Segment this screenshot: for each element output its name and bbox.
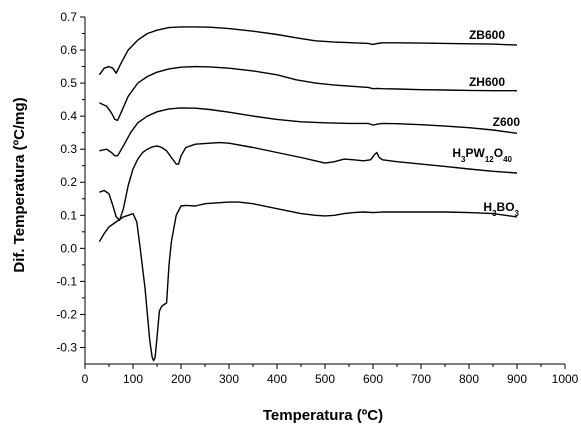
y-tick-label: -0.3 — [56, 340, 77, 354]
series-line-0 — [98, 26, 518, 76]
series-label-0: ZB600 — [469, 28, 505, 42]
series-line-1 — [99, 65, 517, 122]
y-tick-label: 0.7 — [60, 10, 77, 24]
x-tick-label: 400 — [267, 372, 287, 386]
series-line-4 — [98, 201, 518, 362]
y-tick-label: 0.6 — [60, 43, 77, 57]
series-labels: ZB600 ZH600 Z600 H3PW12O40 H3BO3 — [452, 28, 520, 218]
x-tick-label: 0 — [82, 372, 89, 386]
axes: 0 100 200 300 400 500 600 700 800 900 1000 0.7 0.6 0.… — [56, 10, 578, 386]
series-label-2: Z600 — [493, 115, 521, 129]
x-axis-title: Temperatura (ºC) — [263, 407, 383, 424]
x-tick-label: 600 — [363, 372, 383, 386]
x-tick-label: 200 — [171, 372, 191, 386]
series-layer — [98, 26, 518, 362]
y-tick-label: 0.1 — [60, 208, 77, 222]
x-tick-label: 800 — [459, 372, 479, 386]
x-tick-label: 700 — [411, 372, 431, 386]
series-label-3: H3PW12O40 — [452, 146, 512, 164]
y-tick-label: 0.2 — [60, 175, 77, 189]
series-label-4: H3BO3 — [483, 200, 519, 218]
x-tick-label: 300 — [219, 372, 239, 386]
y-tick-label: 0.5 — [60, 76, 77, 90]
y-tick-label: 0.4 — [60, 109, 77, 123]
series-label-1: ZH600 — [469, 75, 505, 89]
y-tick-label: -0.1 — [56, 274, 77, 288]
x-tick-label: 100 — [123, 372, 143, 386]
y-axis-title: Dif. Temperatura (ºC/mg) — [11, 97, 28, 272]
y-tick-label: 0.3 — [60, 142, 77, 156]
x-tick-label: 500 — [315, 372, 335, 386]
x-tick-label: 1000 — [552, 372, 579, 386]
y-tick-label: 0.0 — [60, 241, 77, 255]
x-tick-label: 900 — [507, 372, 527, 386]
series-line-2 — [99, 107, 518, 157]
y-tick-label: -0.2 — [56, 307, 77, 321]
series-line-3 — [99, 141, 518, 221]
